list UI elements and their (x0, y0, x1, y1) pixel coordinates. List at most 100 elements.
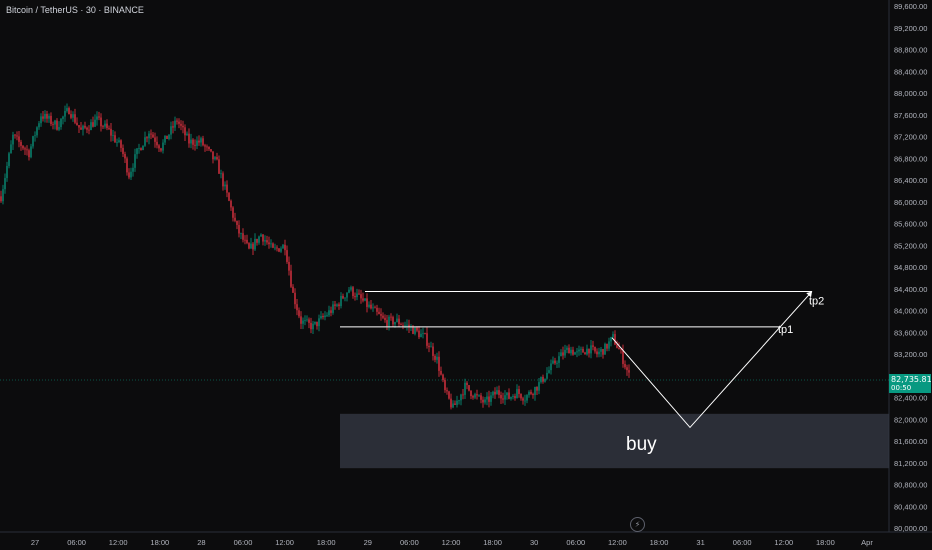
candle-body (366, 298, 368, 307)
candle-body (616, 344, 618, 348)
candle-body (302, 320, 304, 324)
candle-body (192, 139, 194, 145)
candle-body (32, 136, 34, 147)
price-tick-label: 89,600.00 (894, 2, 927, 11)
candle-body (298, 310, 300, 317)
candle-body (416, 327, 418, 331)
candle-body (6, 165, 8, 179)
candle-body (310, 322, 312, 330)
time-tick-label: 06:00 (566, 538, 585, 547)
time-axis[interactable]: 27 06:00 12:00 18:00 28 06:00 12:00 18:00 29 06:0… (31, 538, 874, 547)
time-tick-label: 31 (696, 538, 704, 547)
candle-body (300, 316, 302, 324)
candle-body (566, 347, 568, 350)
candle-body (58, 127, 60, 130)
candle-body (428, 345, 430, 348)
candle-body (474, 394, 476, 398)
price-tick-label: 89,200.00 (894, 24, 927, 33)
price-axis[interactable]: 89,600.00 89,200.00 88,800.00 88,400.00 88,0… (894, 2, 927, 533)
candle-body (138, 148, 140, 149)
buy-zone-layer (340, 413, 889, 469)
candle-body (334, 304, 336, 306)
candle-body (504, 395, 506, 400)
candle-body (618, 347, 620, 350)
price-tick-label: 83,200.00 (894, 350, 927, 359)
candle-body (28, 150, 30, 158)
price-tick-label: 83,600.00 (894, 328, 927, 337)
candle-body (348, 289, 350, 293)
candle-body (360, 294, 362, 299)
candle-body (552, 360, 554, 364)
candle-body (102, 126, 104, 128)
candle-body (36, 127, 38, 136)
candle-body (464, 382, 466, 395)
candle-body (456, 400, 458, 405)
time-tick-label: 28 (197, 538, 205, 547)
candle-body (290, 270, 292, 287)
time-tick-label: 18:00 (650, 538, 669, 547)
candle-body (184, 127, 186, 136)
candle-body (202, 138, 204, 146)
candle-body (112, 135, 114, 137)
candle-body (576, 351, 578, 353)
candle-body (550, 363, 552, 371)
price-tick-label: 86,400.00 (894, 176, 927, 185)
candle-body (350, 287, 352, 290)
candle-body (308, 319, 310, 323)
time-tick-label: 18:00 (317, 538, 336, 547)
candle-body (592, 345, 594, 347)
candle-body (554, 360, 556, 364)
candle-body (76, 122, 78, 126)
candle-body (242, 233, 244, 240)
candle-body (512, 396, 514, 398)
candle-body (264, 240, 266, 242)
time-tick-label: 18:00 (816, 538, 835, 547)
candle-body (324, 315, 326, 318)
candle-body (528, 391, 530, 396)
candle-body (42, 116, 44, 119)
candle-body (296, 304, 298, 311)
bar-countdown: 00:50 (891, 384, 912, 392)
candle-body (414, 327, 416, 334)
candle-body (418, 330, 420, 338)
candle-body (24, 148, 26, 150)
candle-body (18, 136, 20, 142)
candle-body (584, 352, 586, 355)
candle-body (390, 316, 392, 318)
candle-body (564, 349, 566, 356)
candle-body (114, 135, 116, 143)
candle-body (164, 135, 166, 143)
time-tick-label: 06:00 (733, 538, 752, 547)
candle-body (594, 346, 596, 352)
price-tick-label: 82,400.00 (894, 394, 927, 403)
candle-body (402, 324, 404, 326)
candle-body (64, 110, 66, 117)
candle-body (322, 315, 324, 318)
candle-body (116, 141, 118, 143)
candle-body (560, 352, 562, 357)
time-tick-label: Apr (861, 538, 873, 547)
candle-body (40, 116, 42, 124)
candle-body (304, 320, 306, 321)
candle-body (392, 317, 394, 325)
candle-body (466, 382, 468, 386)
candle-body (186, 133, 188, 136)
candle-body (178, 121, 180, 124)
candle-body (172, 126, 174, 128)
candle-body (190, 139, 192, 144)
last-price-tag: 82,735.81 00:50 (889, 374, 932, 393)
candle-body (320, 315, 322, 319)
candle-body (374, 307, 376, 309)
candle-body (582, 348, 584, 353)
candle-body (280, 248, 282, 252)
candle-body (8, 153, 10, 166)
candle-body (2, 189, 4, 202)
time-tick-label: 12:00 (275, 538, 294, 547)
lightning-icon[interactable]: ⚡ (630, 517, 645, 532)
candle-body (258, 236, 260, 243)
candle-body (78, 125, 80, 128)
candle-body (188, 133, 190, 144)
candle-body (426, 333, 428, 346)
candle-body (84, 125, 86, 128)
